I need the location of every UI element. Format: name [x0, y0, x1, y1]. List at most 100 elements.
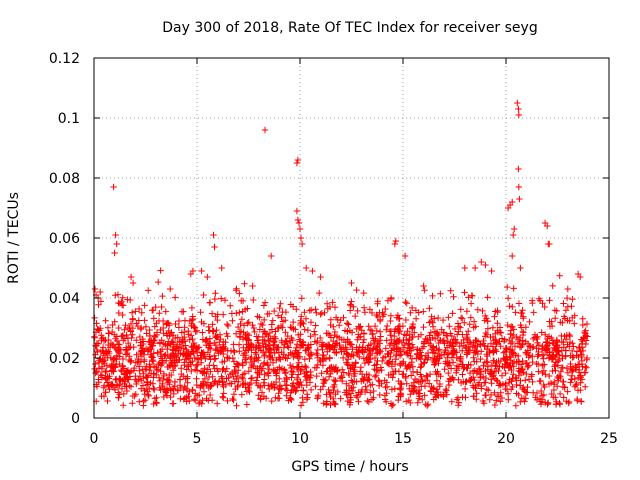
data-point [515, 111, 522, 119]
data-point [116, 300, 124, 307]
data-point [472, 323, 479, 330]
data-point [331, 400, 338, 407]
data-point [188, 367, 195, 375]
data-point [212, 377, 219, 385]
data-point [438, 326, 445, 333]
data-point [450, 345, 457, 353]
data-point [241, 356, 249, 363]
data-point [136, 367, 143, 374]
data-point [564, 388, 571, 395]
data-point [103, 362, 111, 369]
data-point [162, 341, 169, 348]
x-axis-label: GPS time / hours [291, 459, 408, 475]
data-point [150, 363, 158, 370]
data-point [322, 342, 329, 350]
data-point [506, 362, 514, 369]
data-point [406, 385, 413, 392]
data-point [149, 342, 156, 349]
data-point [268, 252, 275, 260]
data-point [133, 380, 140, 388]
data-point [232, 330, 240, 337]
data-point [129, 279, 137, 287]
data-point [507, 363, 514, 370]
data-point [385, 361, 393, 368]
data-point [410, 383, 418, 390]
data-point [559, 319, 566, 326]
data-point [401, 331, 408, 338]
data-point [268, 321, 275, 328]
data-point [461, 264, 468, 272]
data-point [440, 329, 447, 337]
data-point [159, 292, 166, 300]
data-point [421, 392, 428, 399]
data-point [509, 252, 516, 260]
data-point [355, 334, 363, 341]
data-point [307, 333, 314, 340]
data-point [403, 300, 410, 307]
data-point [548, 390, 555, 398]
data-point [341, 348, 348, 355]
data-point [147, 379, 154, 387]
data-point [296, 353, 304, 360]
data-point [552, 361, 559, 369]
data-point [481, 343, 489, 350]
data-point [100, 384, 107, 391]
data-point [375, 377, 382, 384]
data-point [176, 356, 183, 363]
data-point [193, 362, 200, 369]
data-point [119, 355, 127, 363]
data-point [541, 361, 548, 368]
data-point [345, 321, 352, 328]
data-point [381, 377, 388, 384]
data-point [100, 352, 108, 359]
data-point [353, 378, 360, 385]
data-point [379, 309, 386, 316]
data-point [509, 198, 516, 206]
data-point [127, 320, 135, 328]
data-point [360, 355, 367, 362]
data-point [230, 391, 238, 398]
data-point [341, 389, 349, 396]
data-point [370, 394, 377, 401]
data-point [464, 365, 471, 372]
data-point [200, 388, 208, 395]
data-point [546, 372, 553, 380]
data-point [175, 324, 183, 331]
data-point [388, 402, 396, 410]
data-point [470, 339, 477, 346]
data-point [388, 295, 395, 303]
data-point [484, 318, 491, 325]
data-point [407, 399, 414, 407]
data-point [123, 383, 130, 390]
data-point [211, 355, 218, 363]
data-point [498, 394, 506, 402]
data-point [375, 367, 383, 374]
data-point [236, 309, 243, 316]
data-point [462, 343, 469, 351]
data-point [552, 394, 559, 401]
y-axis-ticks: 0 0.02 0.04 0.06 0.08 0.1 0.12 [49, 51, 609, 427]
data-point [409, 333, 416, 341]
data-point [162, 351, 169, 359]
data-point [511, 343, 519, 350]
data-point [200, 291, 207, 299]
data-point [265, 382, 272, 389]
data-point [207, 382, 214, 389]
data-point [577, 386, 584, 394]
data-point [314, 395, 321, 402]
data-point [365, 376, 372, 383]
data-point [467, 314, 474, 321]
data-point [481, 333, 489, 340]
data-point [391, 360, 399, 368]
data-point [488, 267, 495, 275]
data-point [433, 357, 440, 364]
data-point [295, 380, 302, 388]
data-point [231, 348, 238, 356]
data-point [149, 354, 156, 361]
data-point [374, 298, 381, 305]
data-point [480, 362, 487, 369]
data-point [95, 379, 102, 386]
data-point [211, 295, 219, 303]
data-point [113, 361, 120, 368]
data-point [549, 282, 556, 290]
